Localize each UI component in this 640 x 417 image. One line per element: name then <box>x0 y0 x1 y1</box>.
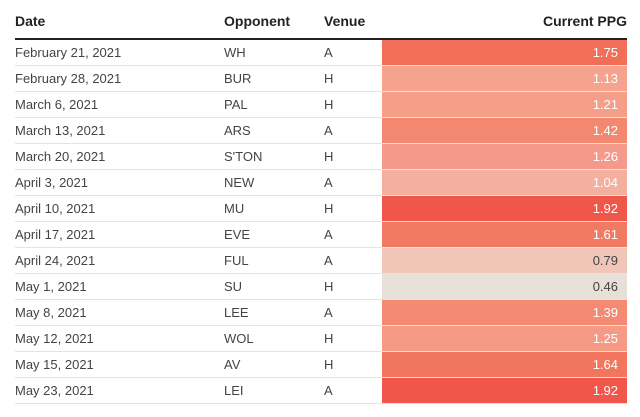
date-cell: April 3, 2021 <box>15 175 88 190</box>
date-cell: May 8, 2021 <box>15 305 87 320</box>
date-cell: February 21, 2021 <box>15 45 122 60</box>
table-row: February 21, 2021 WH A 1.75 <box>15 40 627 66</box>
opponent-cell: AV <box>224 357 241 372</box>
ppg-cell: 1.25 <box>382 326 627 351</box>
ppg-cell: 1.61 <box>382 222 627 247</box>
table-row: April 3, 2021 NEW A 1.04 <box>15 170 627 196</box>
opponent-cell: ARS <box>224 123 251 138</box>
date-cell: March 6, 2021 <box>15 97 99 112</box>
venue-cell: H <box>324 97 334 112</box>
header-ppg: Current PPG <box>542 13 627 29</box>
opponent-cell: NEW <box>224 175 255 190</box>
venue-cell: H <box>324 279 334 294</box>
date-cell: April 10, 2021 <box>15 201 96 216</box>
date-cell: April 17, 2021 <box>15 227 96 242</box>
opponent-cell: MU <box>224 201 245 216</box>
venue-cell: H <box>324 149 334 164</box>
table-row: April 17, 2021 EVE A 1.61 <box>15 222 627 248</box>
date-cell: March 20, 2021 <box>15 149 106 164</box>
opponent-cell: LEI <box>224 383 244 398</box>
opponent-cell: EVE <box>224 227 251 242</box>
table-row: March 13, 2021 ARS A 1.42 <box>15 118 627 144</box>
date-cell: May 1, 2021 <box>15 279 87 294</box>
ppg-cell: 0.79 <box>382 248 627 273</box>
date-cell: May 12, 2021 <box>15 331 94 346</box>
ppg-cell: 1.92 <box>382 378 627 403</box>
venue-cell: A <box>324 175 333 190</box>
opponent-cell: FUL <box>224 253 249 268</box>
header-opponent: Opponent <box>224 13 291 29</box>
table-row: March 6, 2021 PAL H 1.21 <box>15 92 627 118</box>
header-date: Date <box>15 13 46 29</box>
venue-cell: A <box>324 253 333 268</box>
opponent-cell: WOL <box>224 331 254 346</box>
ppg-cell: 1.75 <box>382 40 627 65</box>
ppg-cell: 1.26 <box>382 144 627 169</box>
table-row: May 1, 2021 SU H 0.46 <box>15 274 627 300</box>
venue-cell: H <box>324 201 334 216</box>
header-venue: Venue <box>324 13 366 29</box>
opponent-cell: S'TON <box>224 149 263 164</box>
table-row: March 20, 2021 S'TON H 1.26 <box>15 144 627 170</box>
table-row: April 24, 2021 FUL A 0.79 <box>15 248 627 274</box>
ppg-cell: 1.39 <box>382 300 627 325</box>
date-cell: February 28, 2021 <box>15 71 122 86</box>
venue-cell: H <box>324 71 334 86</box>
table-row: May 8, 2021 LEE A 1.39 <box>15 300 627 326</box>
header-rule <box>15 38 627 40</box>
date-cell: May 15, 2021 <box>15 357 94 372</box>
ppg-cell: 1.21 <box>382 92 627 117</box>
venue-cell: A <box>324 227 333 242</box>
ppg-cell: 0.46 <box>382 274 627 299</box>
venue-cell: H <box>324 357 334 372</box>
opponent-cell: LEE <box>224 305 249 320</box>
venue-cell: A <box>324 305 333 320</box>
table-row: May 15, 2021 AV H 1.64 <box>15 352 627 378</box>
venue-cell: A <box>324 45 333 60</box>
ppg-cell: 1.92 <box>382 196 627 221</box>
ppg-cell: 1.64 <box>382 352 627 377</box>
date-cell: April 24, 2021 <box>15 253 96 268</box>
date-cell: March 13, 2021 <box>15 123 106 138</box>
ppg-cell: 1.13 <box>382 66 627 91</box>
ppg-cell: 1.42 <box>382 118 627 143</box>
opponent-cell: PAL <box>224 97 248 112</box>
date-cell: May 23, 2021 <box>15 383 94 398</box>
table-row: May 12, 2021 WOL H 1.25 <box>15 326 627 352</box>
venue-cell: A <box>324 383 333 398</box>
venue-cell: H <box>324 331 334 346</box>
table-row: April 10, 2021 MU H 1.92 <box>15 196 627 222</box>
ppg-cell: 1.04 <box>382 170 627 195</box>
opponent-cell: WH <box>224 45 246 60</box>
table-row: February 28, 2021 BUR H 1.13 <box>15 66 627 92</box>
venue-cell: A <box>324 123 333 138</box>
opponent-cell: SU <box>224 279 243 294</box>
opponent-cell: BUR <box>224 71 252 86</box>
table-row: May 23, 2021 LEI A 1.92 <box>15 378 627 404</box>
